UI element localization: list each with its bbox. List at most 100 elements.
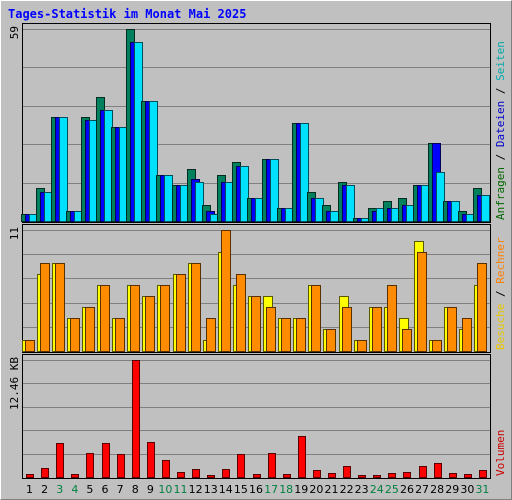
- bar-seiten-9: [149, 101, 158, 222]
- bar-rechner-9: [145, 296, 155, 352]
- x-tick-label-5: 5: [86, 483, 93, 496]
- bar-seiten-22: [346, 185, 355, 222]
- bar-seiten-15: [240, 166, 249, 222]
- bar-rechner-5: [85, 307, 95, 352]
- bar-volumen-15: [237, 454, 245, 478]
- x-tick-label-24: 24: [370, 483, 384, 496]
- bar-volumen-23: [358, 475, 366, 478]
- x-tick-label-4: 4: [71, 483, 78, 496]
- bar-volumen-2: [41, 468, 49, 478]
- bar-volumen-10: [162, 460, 170, 478]
- bar-seiten-3: [59, 117, 68, 222]
- legend-top: Anfragen / Dateien / Seiten: [494, 41, 507, 220]
- bar-volumen-11: [177, 472, 185, 478]
- legend-entry-anfragen: Anfragen: [494, 167, 507, 220]
- bar-volumen-22: [343, 466, 351, 478]
- x-tick-label-13: 13: [204, 483, 218, 496]
- bar-rechner-31: [477, 263, 487, 352]
- bar-rechner-11: [176, 274, 186, 352]
- x-tick-label-15: 15: [234, 483, 248, 496]
- x-tick-label-16: 16: [249, 483, 263, 496]
- panel-bottom-frame: [22, 354, 491, 479]
- x-tick-label-26: 26: [400, 483, 414, 496]
- bar-volumen-8: [132, 360, 140, 478]
- bar-rechner-22: [342, 307, 352, 352]
- x-tick-label-19: 19: [294, 483, 308, 496]
- x-tick-label-7: 7: [117, 483, 124, 496]
- x-tick-label-12: 12: [189, 483, 203, 496]
- bar-rechner-15: [236, 274, 246, 352]
- legend-entry-volumen: Volumen: [494, 430, 507, 476]
- legend-separator: /: [494, 284, 507, 304]
- bar-seiten-21: [330, 211, 339, 222]
- x-tick-label-18: 18: [279, 483, 293, 496]
- bar-rechner-6: [100, 285, 110, 352]
- bar-volumen-17: [268, 453, 276, 478]
- bar-volumen-19: [298, 436, 306, 478]
- bar-rechner-19: [296, 318, 306, 352]
- x-tick-label-28: 28: [430, 483, 444, 496]
- bar-rechner-24: [372, 307, 382, 352]
- bar-rechner-25: [387, 285, 397, 352]
- bar-rechner-10: [160, 285, 170, 352]
- legend-entry-seiten: Seiten: [494, 41, 507, 81]
- bar-rechner-2: [40, 263, 50, 352]
- x-tick-label-30: 30: [460, 483, 474, 496]
- y-max-label: 11: [8, 227, 21, 240]
- bar-volumen-9: [147, 442, 155, 478]
- bar-rechner-12: [191, 263, 201, 352]
- bar-rechner-8: [130, 285, 140, 352]
- bar-rechner-20: [311, 285, 321, 352]
- bar-volumen-6: [102, 443, 110, 478]
- bar-volumen-7: [117, 454, 125, 478]
- bar-volumen-24: [373, 475, 381, 478]
- x-tick-label-31: 31: [475, 483, 489, 496]
- bar-volumen-26: [403, 472, 411, 478]
- legend-separator: /: [494, 81, 507, 101]
- bar-volumen-1: [26, 474, 34, 478]
- bar-rechner-13: [206, 318, 216, 352]
- bar-rechner-21: [326, 329, 336, 352]
- x-tick-label-23: 23: [355, 483, 369, 496]
- bar-volumen-29: [449, 473, 457, 478]
- bar-seiten-28: [436, 172, 445, 222]
- bar-volumen-28: [434, 463, 442, 478]
- bar-volumen-31: [479, 470, 487, 478]
- bar-rechner-3: [55, 263, 65, 352]
- bar-rechner-16: [251, 296, 261, 352]
- x-tick-label-22: 22: [340, 483, 354, 496]
- x-tick-label-21: 21: [324, 483, 338, 496]
- bar-volumen-3: [56, 443, 64, 478]
- x-tick-label-11: 11: [174, 483, 188, 496]
- x-tick-label-6: 6: [102, 483, 109, 496]
- legend-middle: Besuche / Rechner: [494, 237, 507, 350]
- y-max-label: 59: [8, 26, 21, 39]
- x-tick-label-10: 10: [158, 483, 172, 496]
- bar-rechner-7: [115, 318, 125, 352]
- bar-seiten-31: [481, 195, 490, 222]
- bar-rechner-18: [281, 318, 291, 352]
- x-tick-label-9: 9: [147, 483, 154, 496]
- bar-volumen-27: [419, 466, 427, 478]
- chart-title: Tages-Statistik im Monat Mai 2025: [8, 7, 247, 21]
- x-tick-label-25: 25: [385, 483, 399, 496]
- x-tick-label-3: 3: [56, 483, 63, 496]
- legend-entry-dateien: Dateien: [494, 101, 507, 147]
- bar-seiten-12: [195, 182, 204, 222]
- bar-volumen-20: [313, 470, 321, 478]
- legend-bottom: Volumen: [494, 430, 507, 476]
- bar-rechner-1: [25, 340, 35, 352]
- bar-rechner-29: [447, 307, 457, 352]
- x-tick-label-2: 2: [41, 483, 48, 496]
- bar-rechner-26: [402, 329, 412, 352]
- bar-rechner-30: [462, 318, 472, 352]
- bar-seiten-19: [300, 123, 309, 222]
- y-max-label: 12.46 KB: [8, 357, 21, 410]
- bar-volumen-16: [253, 474, 261, 478]
- bar-rechner-27: [417, 252, 427, 352]
- x-tick-label-8: 8: [132, 483, 139, 496]
- bar-volumen-4: [71, 474, 79, 478]
- bar-rechner-14: [221, 230, 231, 352]
- x-tick-label-20: 20: [309, 483, 323, 496]
